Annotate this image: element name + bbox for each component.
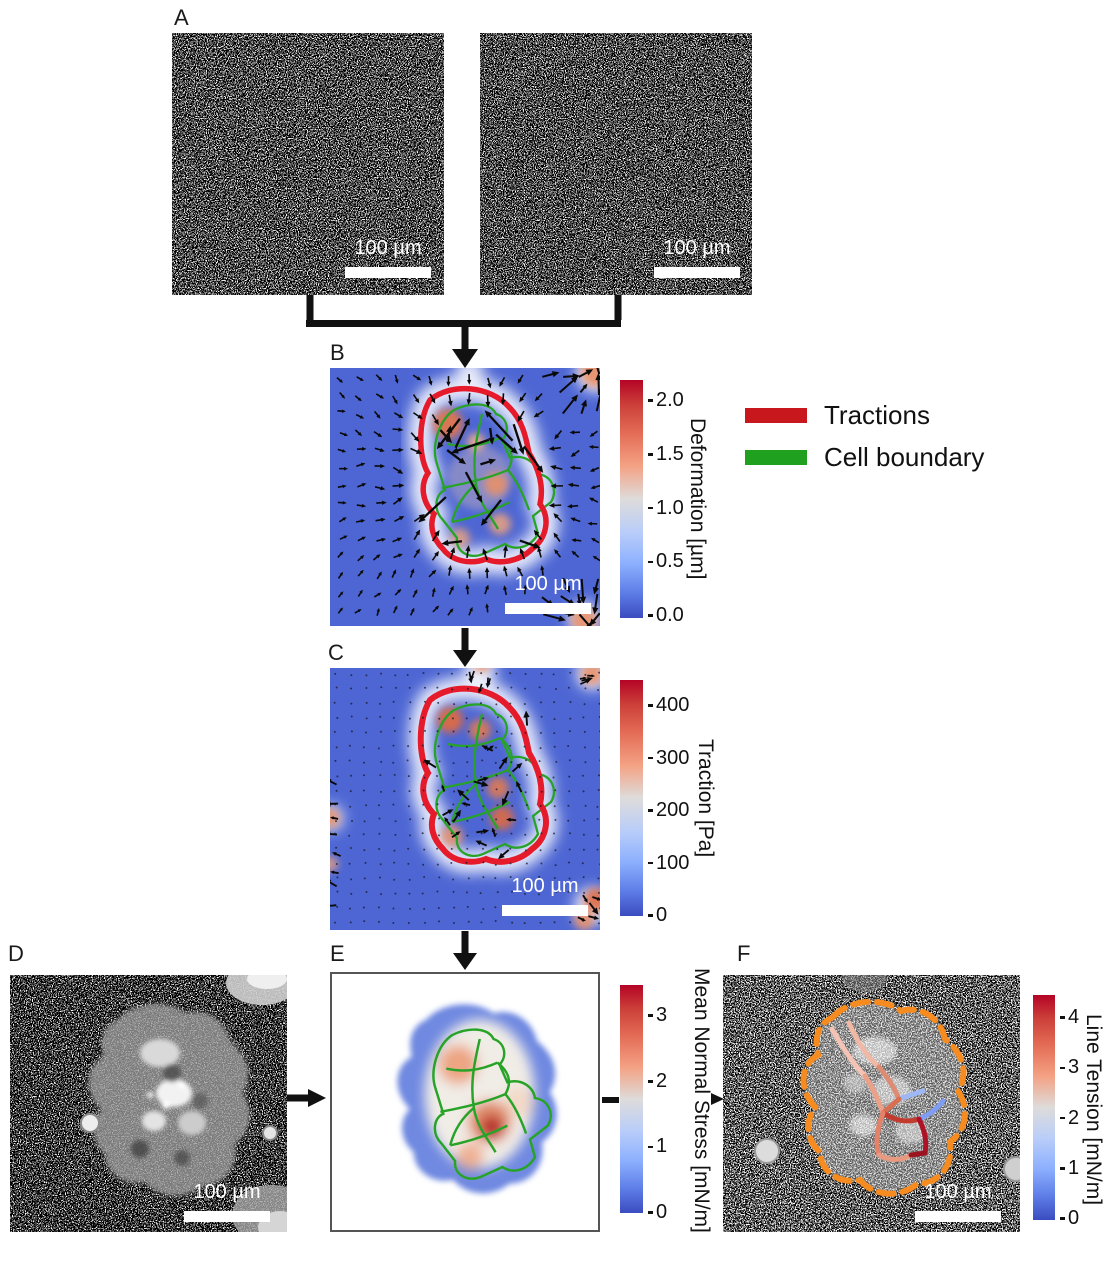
- colorbar-tick: 0: [648, 1202, 667, 1222]
- panel-d-label: D: [8, 941, 24, 966]
- traction-arrows: [330, 670, 600, 921]
- colorbar-deformation-ticks: 2.0 1.5 1.0 0.5 0.0: [648, 390, 684, 625]
- panel-c-traction-map: 100 µm: [330, 668, 600, 930]
- legend-item-cell-boundary: Cell boundary: [745, 442, 984, 473]
- panel-d-cell-image: 100 µm: [10, 975, 287, 1232]
- scalebar-bar: [345, 267, 431, 278]
- colorbar-tick: 3: [648, 1005, 667, 1025]
- legend: Tractions Cell boundary: [745, 400, 984, 473]
- scalebar-bar: [915, 1211, 1001, 1222]
- traction-map: [330, 668, 600, 930]
- scalebar-bar: [184, 1211, 270, 1222]
- colorbar-tick: 1: [1060, 1158, 1079, 1178]
- stress-map: [397, 1004, 557, 1194]
- cell-boundary-mesh: [432, 1028, 552, 1180]
- traction-grid-dots: [333, 671, 600, 925]
- bead-image-1: [172, 33, 444, 295]
- panel-e-stress-map: [330, 972, 600, 1232]
- legend-label: Cell boundary: [824, 442, 985, 472]
- colorbar-tick: 3: [1060, 1057, 1079, 1077]
- cell-cluster-texture: [131, 1039, 208, 1166]
- scalebar-label: 100 µm: [924, 1181, 992, 1203]
- scalebar-label: 100 µm: [514, 573, 582, 595]
- colorbar-line-tension-ticks: 4 3 2 1 0: [1060, 1007, 1079, 1228]
- tractions-swatch: [745, 408, 807, 423]
- colorbar-traction-title: Traction [Pa]: [694, 738, 717, 858]
- colorbar-tick: 2.0: [648, 390, 684, 410]
- colorbar-tick: 1.0: [648, 498, 684, 518]
- colorbar-tick: 300: [648, 748, 689, 768]
- colorbar-tick: 4: [1060, 1007, 1079, 1027]
- legend-label: Tractions: [824, 400, 930, 430]
- colorbar-line-tension: [1033, 995, 1055, 1220]
- colorbar-stress-ticks: 3 2 1 0: [648, 1005, 667, 1222]
- scalebar: 100 µm: [490, 875, 600, 916]
- scalebar-bar: [505, 603, 591, 614]
- scalebar: 100 µm: [642, 237, 752, 278]
- deformation-map: [330, 368, 600, 626]
- panel-a-image-2: 100 µm: [480, 33, 752, 295]
- scalebar-bar: [502, 905, 588, 916]
- cell-boundary-swatch: [745, 450, 807, 465]
- panel-e-label: E: [330, 941, 345, 966]
- panel-a-image-1: 100 µm: [172, 33, 444, 295]
- colorbar-tick: 0.5: [648, 551, 684, 571]
- bead-image-2: [480, 33, 752, 295]
- scalebar-label: 100 µm: [354, 237, 422, 259]
- colorbar-tick: 0: [648, 905, 689, 925]
- colorbar-tick: 0.0: [648, 605, 684, 625]
- colorbar-deformation-title: Deformation [µm]: [686, 418, 709, 580]
- bead-spots: [754, 1138, 1020, 1182]
- colorbar-tick: 100: [648, 853, 689, 873]
- colorbar-traction-ticks: 400 300 200 100 0: [648, 695, 689, 925]
- panel-a-label: A: [174, 5, 189, 30]
- colorbar-tick: 2: [1060, 1108, 1079, 1128]
- colorbar-stress: [620, 985, 643, 1213]
- scalebar-label: 100 µm: [511, 875, 579, 897]
- colorbar-tick: 1: [648, 1136, 667, 1156]
- scalebar: 100 µm: [493, 573, 600, 614]
- flow-arrow-d-to-e: [287, 1089, 326, 1107]
- cell-boundary-mesh: [433, 703, 556, 858]
- colorbar-tick: 400: [648, 695, 689, 715]
- deformation-arrows: [336, 368, 600, 626]
- colorbar-tick: 1.5: [648, 444, 684, 464]
- panel-b-deformation-map: 100 µm: [330, 368, 600, 626]
- colorbar-stress-title: Mean Normal Stress [mN/m]: [690, 967, 713, 1233]
- scalebar: 100 µm: [903, 1181, 1013, 1222]
- scalebar-bar: [654, 267, 740, 278]
- scalebar: 100 µm: [333, 237, 443, 278]
- cell-image: [10, 975, 287, 1232]
- colorbar-tick: 2: [648, 1071, 667, 1091]
- scalebar-label: 100 µm: [193, 1181, 261, 1203]
- legend-item-tractions: Tractions: [745, 400, 984, 431]
- colorbar-tick: 0: [1060, 1208, 1079, 1228]
- colorbar-traction: [620, 680, 643, 916]
- flow-arrow-merge: [306, 293, 622, 368]
- stress-field: [424, 1019, 535, 1170]
- panel-f-label: F: [737, 941, 751, 966]
- colony-outline-dashed: [800, 998, 968, 1197]
- colorbar-tick: 200: [648, 800, 689, 820]
- line-tension-image: [723, 975, 1020, 1232]
- colorbar-line-tension-title: Line Tension [mN/m]: [1082, 1014, 1105, 1206]
- flow-arrow-c-to-e: [453, 931, 477, 970]
- line-tension-network: [829, 1020, 946, 1162]
- panel-b-label: B: [330, 340, 345, 365]
- scalebar: 100 µm: [172, 1181, 282, 1222]
- scalebar-label: 100 µm: [663, 237, 731, 259]
- panel-f-line-tension-image: 100 µm: [723, 975, 1020, 1232]
- colorbar-deformation: [620, 380, 643, 618]
- panel-c-label: C: [328, 640, 344, 665]
- flow-arrow-b-to-c: [453, 628, 477, 667]
- bead-spots: [80, 975, 287, 1232]
